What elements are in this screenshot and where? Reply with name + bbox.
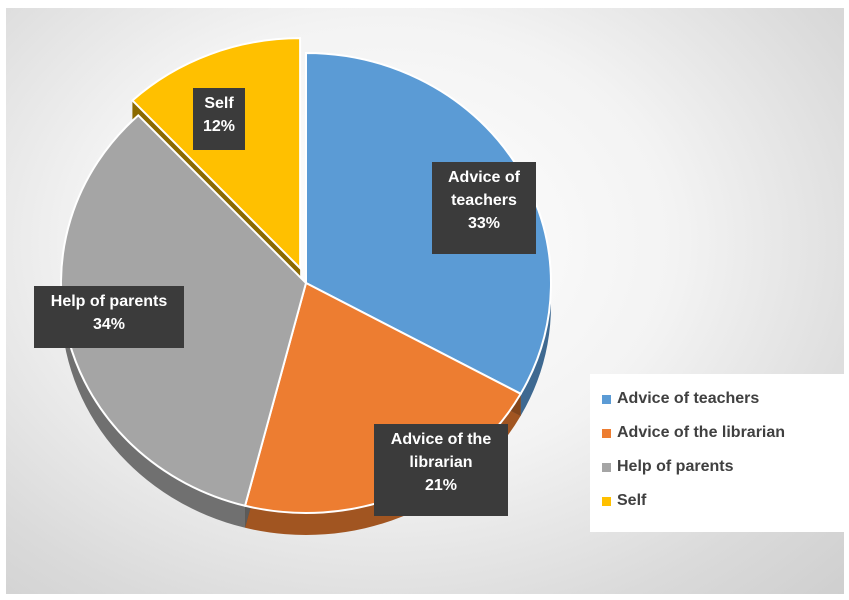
legend-label: Advice of the librarian	[617, 424, 786, 441]
legend-item-advice-of-teachers: Advice of teachers	[602, 382, 848, 416]
legend-label: Self	[617, 492, 647, 509]
legend-item-self: Self	[602, 484, 848, 518]
pie-slice-self	[130, 37, 302, 271]
legend-label: Help of parents	[617, 458, 734, 475]
data-label-help-of-parents: Help of parents 34%	[34, 286, 184, 348]
pie-side-advice-of-teachers	[520, 283, 551, 416]
legend-swatch-self	[602, 496, 611, 506]
data-label-advice-of-teachers: Advice of teachers 33%	[432, 162, 536, 254]
legend-item-help-of-parents: Help of parents	[602, 450, 848, 484]
legend-swatch-help-of-parents	[602, 462, 611, 472]
legend-item-advice-of-the-librarian: Advice of the librarian	[602, 416, 848, 450]
data-label-advice-of-the-librarian: Advice of the librarian 21%	[374, 424, 508, 516]
chart-legend: Advice of teachers Advice of the librari…	[590, 374, 848, 532]
data-label-self: Self 12%	[193, 88, 245, 150]
legend-label: Advice of teachers	[617, 390, 760, 407]
legend-swatch-advice-of-the-librarian	[602, 428, 611, 438]
chart-area: Advice of teachers 33% Advice of the lib…	[6, 8, 848, 594]
legend-swatch-advice-of-teachers	[602, 394, 611, 404]
